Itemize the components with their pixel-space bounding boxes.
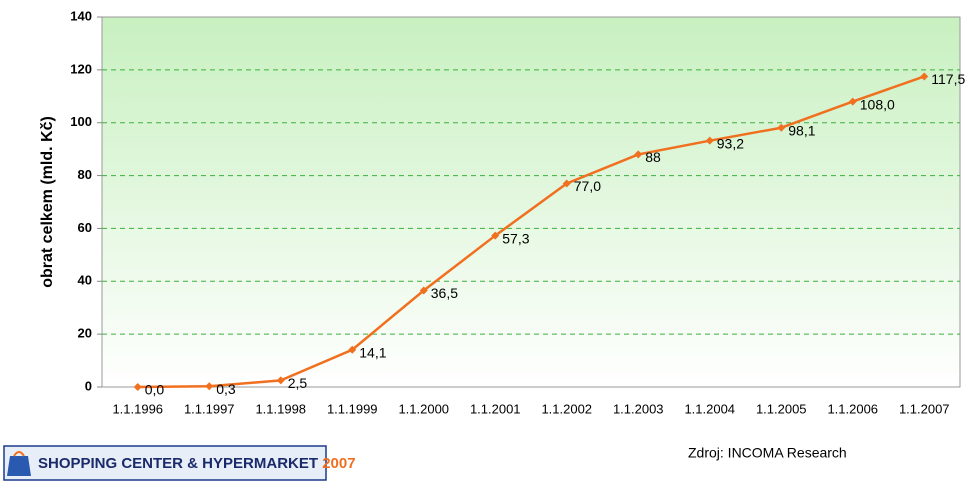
data-point (920, 72, 929, 81)
y-tick-label: 60 (78, 220, 92, 235)
x-tick-label: 1.1.2002 (541, 401, 592, 416)
logo-year: 2007 (322, 455, 355, 472)
data-label: 98,1 (788, 122, 815, 138)
data-label: 93,2 (717, 135, 744, 151)
data-label: 57,3 (502, 230, 529, 246)
source: Zdroj: INCOMA Research (688, 445, 847, 461)
x-tick-label: 1.1.2000 (398, 401, 449, 416)
x-tick-label: 1.1.1997 (184, 401, 235, 416)
data-point (419, 286, 428, 295)
logo-box (3, 445, 327, 481)
x-tick-label: 1.1.2006 (827, 401, 878, 416)
logo-handle (13, 451, 25, 457)
data-label: 2,5 (288, 375, 308, 391)
data-point (705, 136, 714, 145)
data-point (276, 376, 285, 385)
data-point (348, 345, 357, 354)
logo-text: SHOPPING CENTER & HYPERMARKET 2007 (38, 455, 356, 472)
data-label: 117,5 (931, 71, 965, 87)
logo-name: SHOPPING CENTER & HYPERMARKET (38, 455, 318, 472)
data-point (777, 123, 786, 132)
data-point (634, 150, 643, 159)
y-tick-label: 80 (78, 167, 92, 182)
x-tick-label: 1.1.2004 (684, 401, 735, 416)
y-tick-label: 100 (70, 114, 92, 129)
data-line (137, 75, 925, 389)
data-label: 14,1 (359, 344, 386, 360)
x-tick-label: 1.1.2003 (613, 401, 664, 416)
data-point (491, 231, 500, 240)
data-label: 77,0 (574, 178, 601, 194)
plot-area (101, 16, 961, 388)
x-tick-label: 1.1.1996 (112, 401, 163, 416)
x-tick-label: 1.1.2005 (756, 401, 807, 416)
y-tick-label: 20 (78, 326, 92, 341)
y-tick-label: 0 (85, 378, 92, 393)
data-point (848, 97, 857, 106)
data-point (562, 179, 571, 188)
data-label: 88 (645, 149, 661, 165)
data-label: 0,0 (145, 382, 165, 398)
y-tick-label: 120 (70, 61, 92, 76)
y-tick-label: 140 (70, 8, 92, 23)
x-tick-label: 1.1.1999 (327, 401, 378, 416)
x-tick-label: 1.1.2007 (899, 401, 950, 416)
data-label: 0,3 (216, 381, 236, 397)
data-point (133, 383, 142, 391)
y-axis-label: obrat celkem (mld. Kč) (39, 116, 56, 288)
y-tick-label: 40 (78, 273, 92, 288)
data-point (205, 382, 214, 391)
data-label: 36,5 (431, 285, 458, 301)
logo-bag (7, 456, 31, 476)
x-tick-label: 1.1.2001 (470, 401, 521, 416)
data-label: 108,0 (860, 96, 895, 112)
x-tick-label: 1.1.1998 (255, 401, 306, 416)
